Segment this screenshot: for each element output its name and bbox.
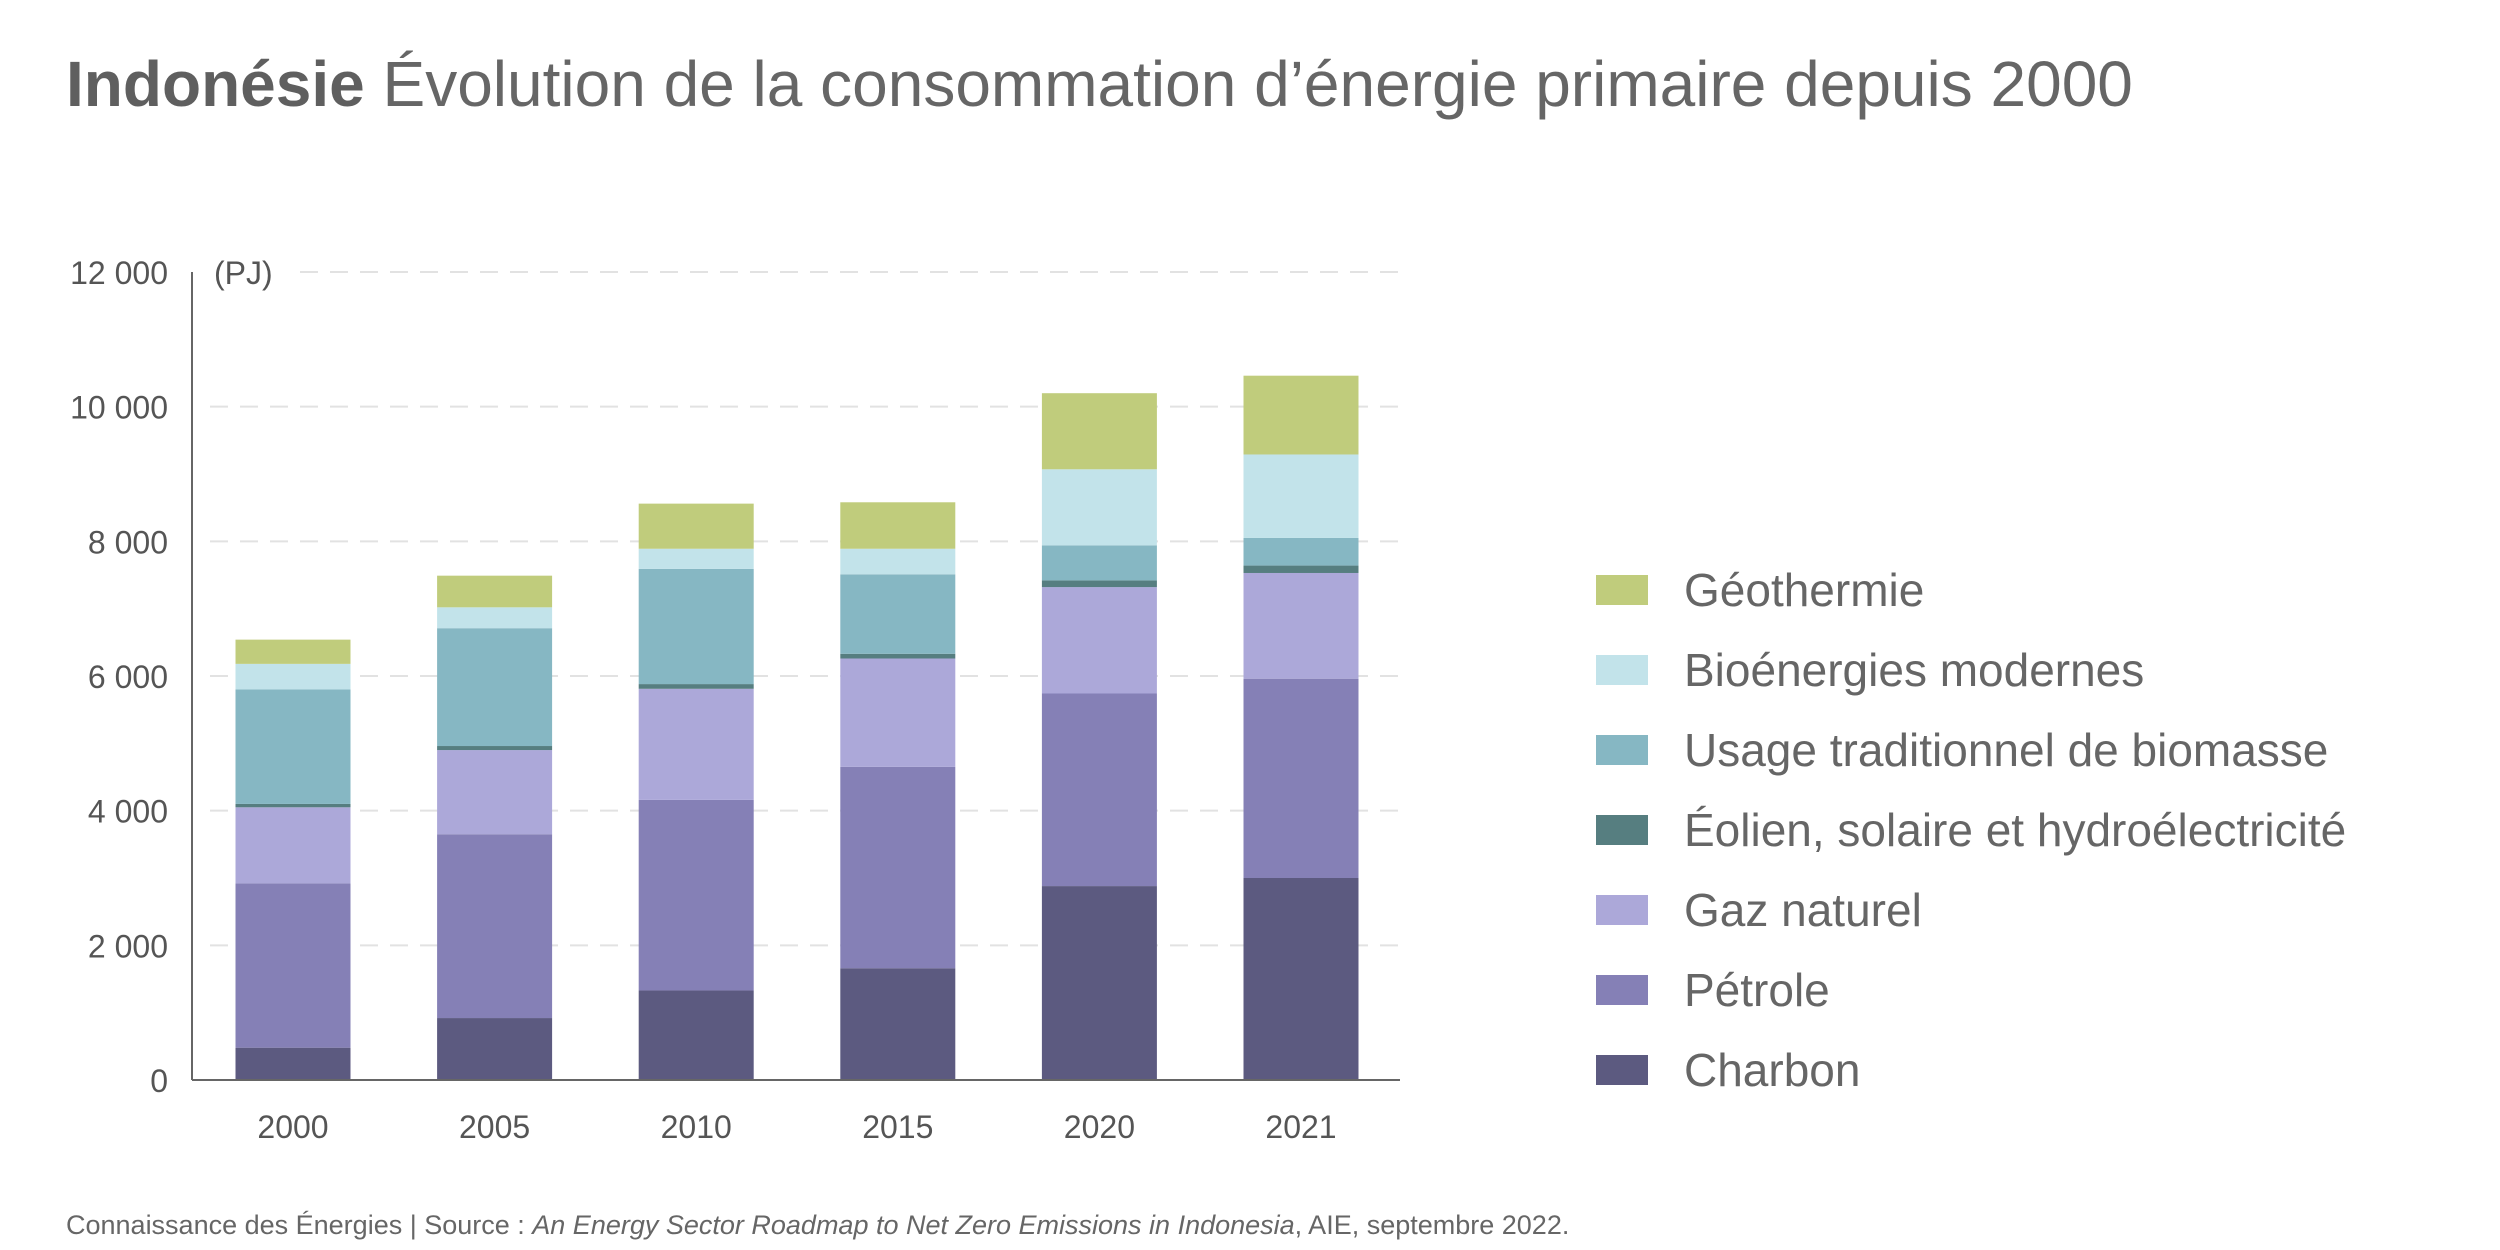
y-tick-label: 0 xyxy=(150,1063,168,1099)
x-tick-label: 2015 xyxy=(862,1109,933,1145)
chart-title: Indonésie Évolution de la consommation d… xyxy=(66,44,2133,124)
legend-label: Éolien, solaire et hydroélectricité xyxy=(1684,804,2347,856)
legend-item: Pétrole xyxy=(1596,950,2346,1030)
bar-segment xyxy=(840,968,956,1080)
bar-segment xyxy=(437,607,553,629)
bar-segment xyxy=(840,658,956,767)
bar-segment xyxy=(437,746,553,751)
bar-segment xyxy=(437,834,553,1019)
y-tick-label: 6 000 xyxy=(88,659,168,695)
legend-swatch xyxy=(1596,735,1648,765)
legend-label: Pétrole xyxy=(1684,964,1830,1016)
legend-item: Éolien, solaire et hydroélectricité xyxy=(1596,790,2346,870)
bar-segment xyxy=(1041,469,1157,546)
bar-segment xyxy=(1243,375,1359,455)
bar-segment xyxy=(1041,587,1157,694)
chart-title-text: Évolution de la consommation d’énergie p… xyxy=(382,48,2133,120)
bar-segment xyxy=(840,502,956,549)
y-tick-label: 4 000 xyxy=(88,794,168,830)
bar-segment xyxy=(437,750,553,835)
bar-segment xyxy=(1243,537,1359,566)
bar-segment xyxy=(638,684,754,689)
bar-segment xyxy=(437,628,553,747)
axes xyxy=(191,272,1400,1081)
legend-label: Usage traditionnel de biomasse xyxy=(1684,724,2329,776)
y-tick-label: 2 000 xyxy=(88,928,168,964)
x-tick-label: 2021 xyxy=(1265,1109,1336,1145)
bar-segment xyxy=(1243,454,1359,538)
bar-segment xyxy=(840,653,956,659)
legend: Géothermie Bioénergies modernes Usage trad… xyxy=(1596,550,2346,1110)
bar-segment xyxy=(1243,678,1359,878)
bar-segment xyxy=(840,766,956,969)
bar-segment xyxy=(638,799,754,991)
source-report-title: An Energy Sector Roadmap to Net Zero Emi… xyxy=(532,1210,1295,1240)
bar-segment xyxy=(1243,572,1359,679)
bars xyxy=(235,375,1359,1080)
bar-segment xyxy=(840,548,956,575)
legend-label: Charbon xyxy=(1684,1044,1861,1096)
tick-labels: 0 2 000 4 000 6 000 8 000 10 000 12 000 2000 200… xyxy=(70,255,1336,1145)
bar-segment xyxy=(235,689,351,804)
source-suffix: , AIE, septembre 2022. xyxy=(1294,1210,1570,1240)
bar-segment xyxy=(235,807,351,884)
bar-segment xyxy=(1041,545,1157,581)
y-unit-label: (PJ) xyxy=(214,255,273,291)
legend-item: Géothermie xyxy=(1596,550,2346,630)
gridlines xyxy=(210,271,1400,947)
bar-segment xyxy=(1243,878,1359,1080)
legend-swatch xyxy=(1596,575,1648,605)
legend-item: Bioénergies modernes xyxy=(1596,630,2346,710)
bar-segment xyxy=(638,688,754,800)
x-tick-label: 2000 xyxy=(257,1109,328,1145)
bar-segment xyxy=(235,803,351,808)
legend-swatch xyxy=(1596,895,1648,925)
x-tick-label: 2010 xyxy=(661,1109,732,1145)
x-tick-label: 2005 xyxy=(459,1109,530,1145)
legend-item: Gaz naturel xyxy=(1596,870,2346,950)
bar-segment xyxy=(235,639,351,664)
bar-segment xyxy=(235,1047,351,1080)
legend-label: Bioénergies modernes xyxy=(1684,644,2145,696)
legend-swatch xyxy=(1596,815,1648,845)
legend-label: Géothermie xyxy=(1684,564,1925,616)
bar-segment xyxy=(638,568,754,685)
bar-segment xyxy=(840,574,956,654)
legend-swatch xyxy=(1596,655,1648,685)
bar-segment xyxy=(1041,580,1157,588)
bar-segment xyxy=(437,575,553,608)
bar-segment xyxy=(437,1018,553,1080)
bar-segment xyxy=(638,990,754,1080)
chart-title-country: Indonésie xyxy=(66,48,365,120)
source-note: Connaissance des Énergies | Source : An … xyxy=(66,1210,1569,1241)
y-tick-label: 12 000 xyxy=(70,255,168,291)
bar-segment xyxy=(1041,693,1157,887)
legend-swatch xyxy=(1596,975,1648,1005)
bar-segment xyxy=(1041,393,1157,470)
bar-segment xyxy=(638,548,754,569)
legend-label: Gaz naturel xyxy=(1684,884,1922,936)
legend-swatch xyxy=(1596,1055,1648,1085)
bar-segment xyxy=(235,883,351,1048)
y-tick-label: 8 000 xyxy=(88,524,168,560)
legend-item: Charbon xyxy=(1596,1030,2346,1110)
source-prefix: Connaissance des Énergies | Source : xyxy=(66,1210,533,1240)
bar-segment xyxy=(1041,886,1157,1080)
bar-segment xyxy=(235,663,351,690)
x-tick-label: 2020 xyxy=(1064,1109,1135,1145)
bar-segment xyxy=(1243,565,1359,573)
legend-item: Usage traditionnel de biomasse xyxy=(1596,710,2346,790)
bar-segment xyxy=(638,503,754,549)
y-tick-label: 10 000 xyxy=(70,390,168,426)
